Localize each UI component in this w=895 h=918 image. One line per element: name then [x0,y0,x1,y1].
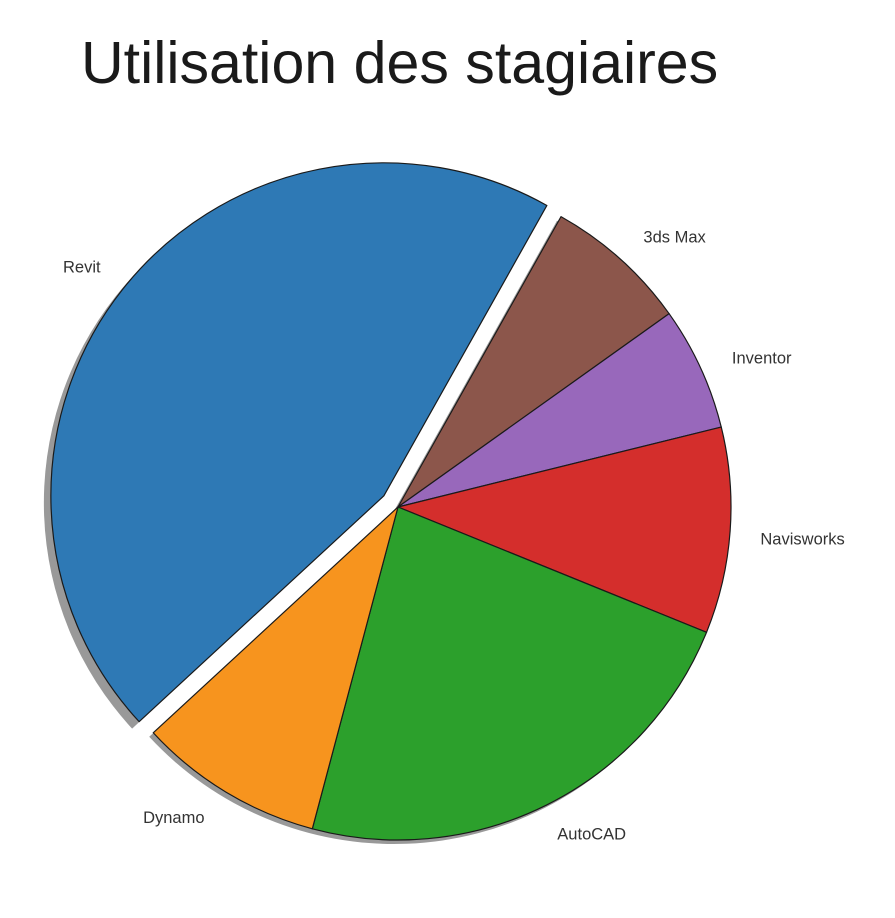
svg-text:Navisworks: Navisworks [760,530,844,548]
svg-text:3ds Max: 3ds Max [643,228,706,246]
svg-text:Inventor: Inventor [732,350,792,368]
svg-text:Revit: Revit [63,258,101,276]
svg-text:AutoCAD: AutoCAD [557,826,626,844]
svg-text:Dynamo: Dynamo [143,809,204,827]
